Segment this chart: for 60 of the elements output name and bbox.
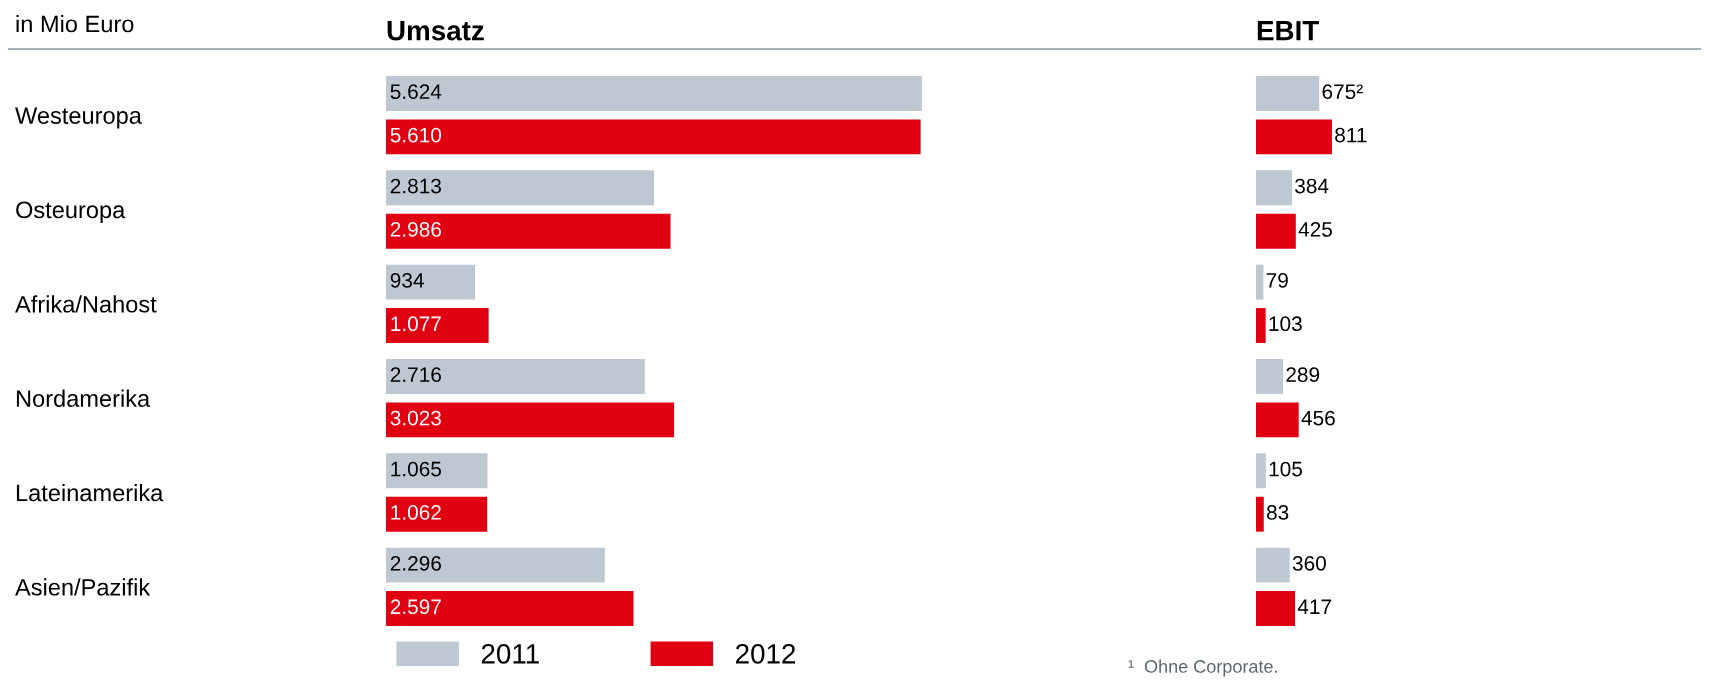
data-label: 5.624 (390, 84, 442, 100)
y-tick-label: Nordamerika (16, 389, 151, 407)
data-label: 289 (1286, 367, 1320, 383)
legend-label: 2011 (481, 644, 539, 664)
data-label: 2.716 (390, 367, 441, 383)
bar (386, 402, 675, 438)
data-label: 83 (1266, 505, 1289, 520)
data-label: 1.065 (391, 461, 442, 477)
y-tick-label: Westeuropa (15, 107, 142, 129)
data-label: 384 (1295, 178, 1329, 194)
bar (1256, 496, 1264, 532)
bar (1256, 402, 1299, 438)
data-label: 5.610 (390, 127, 442, 143)
bar (386, 453, 488, 489)
data-label: 1.077 (391, 316, 441, 332)
data-label: 105 (1269, 461, 1302, 477)
bar (1256, 76, 1320, 111)
data-label: 811 (1335, 127, 1367, 143)
bar (386, 359, 645, 394)
bar (386, 170, 655, 206)
text: ¹ Ohne Corporate. (1128, 659, 1277, 677)
bar (1256, 308, 1266, 343)
bar (1256, 264, 1264, 300)
bar (1256, 591, 1296, 626)
chart-title: EBIT (1257, 21, 1319, 41)
y-tick-label: Lateinamerika (16, 483, 164, 502)
bar (1256, 119, 1332, 155)
data-label: 2.597 (390, 599, 441, 615)
bar (386, 119, 921, 155)
data-label: 103 (1269, 316, 1302, 332)
data-label: 934 (390, 272, 424, 288)
data-label: 79 (1266, 272, 1288, 288)
y-tick-label: Afrika/Nahost (15, 295, 157, 313)
data-label: 417 (1297, 599, 1332, 614)
bar (386, 308, 489, 343)
legend-label: 2012 (736, 644, 796, 664)
bar (386, 591, 634, 626)
bar (1256, 359, 1284, 394)
data-label: 2.813 (390, 178, 441, 194)
y-tick-label: Osteuropa (16, 201, 126, 223)
data-label: 360 (1292, 555, 1326, 571)
bar (386, 213, 671, 249)
data-label: 2.986 (390, 222, 441, 237)
data-label: 2.296 (390, 555, 441, 571)
data-label: 1.062 (391, 505, 441, 520)
bar (1256, 170, 1292, 206)
bar (1256, 213, 1296, 249)
bar (1256, 547, 1290, 583)
bar (1256, 453, 1266, 489)
bar (386, 547, 605, 583)
y-tick-label: Asien/Pazifik (15, 578, 151, 596)
data-label: 456 (1301, 410, 1335, 426)
data-label: 3.023 (390, 410, 441, 426)
chart-title: Umsatz (387, 21, 484, 41)
bar (386, 264, 475, 300)
data-label: 675² (1322, 84, 1363, 100)
bar (386, 496, 488, 532)
bar (386, 76, 922, 111)
text: in Mio Euro (16, 15, 134, 33)
data-label: 425 (1298, 222, 1332, 237)
